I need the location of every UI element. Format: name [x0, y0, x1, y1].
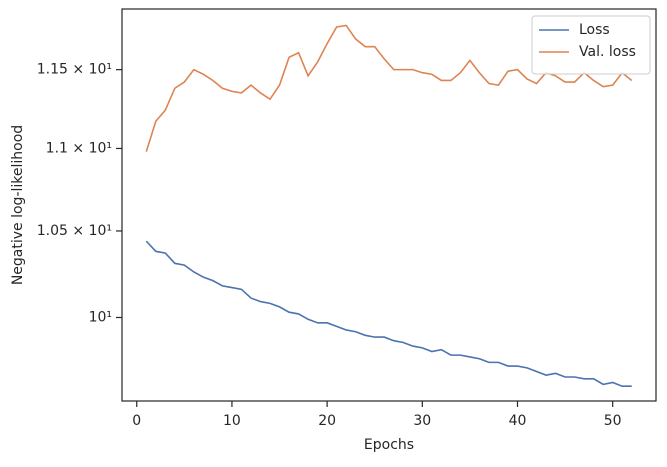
x-tick-label: 20	[318, 413, 336, 429]
x-tick-label: 30	[413, 413, 431, 429]
legend-label: Loss	[579, 22, 610, 38]
x-tick-label: 50	[604, 413, 622, 429]
y-axis-label: Negative log-likelihood	[10, 125, 26, 285]
y-tick-label: 10¹	[89, 309, 112, 325]
series-line	[145, 240, 632, 387]
y-tick-label: 1.1 × 10¹	[46, 140, 112, 156]
x-axis-label: Epochs	[364, 437, 414, 453]
x-tick-label: 0	[132, 413, 141, 429]
y-tick-label: 1.15 × 10¹	[37, 62, 112, 78]
legend-label: Val. loss	[579, 44, 636, 60]
x-tick-label: 10	[223, 413, 241, 429]
y-tick-label: 1.05 × 10¹	[37, 223, 112, 239]
plot-frame	[121, 8, 657, 402]
x-tick-label: 40	[509, 413, 527, 429]
